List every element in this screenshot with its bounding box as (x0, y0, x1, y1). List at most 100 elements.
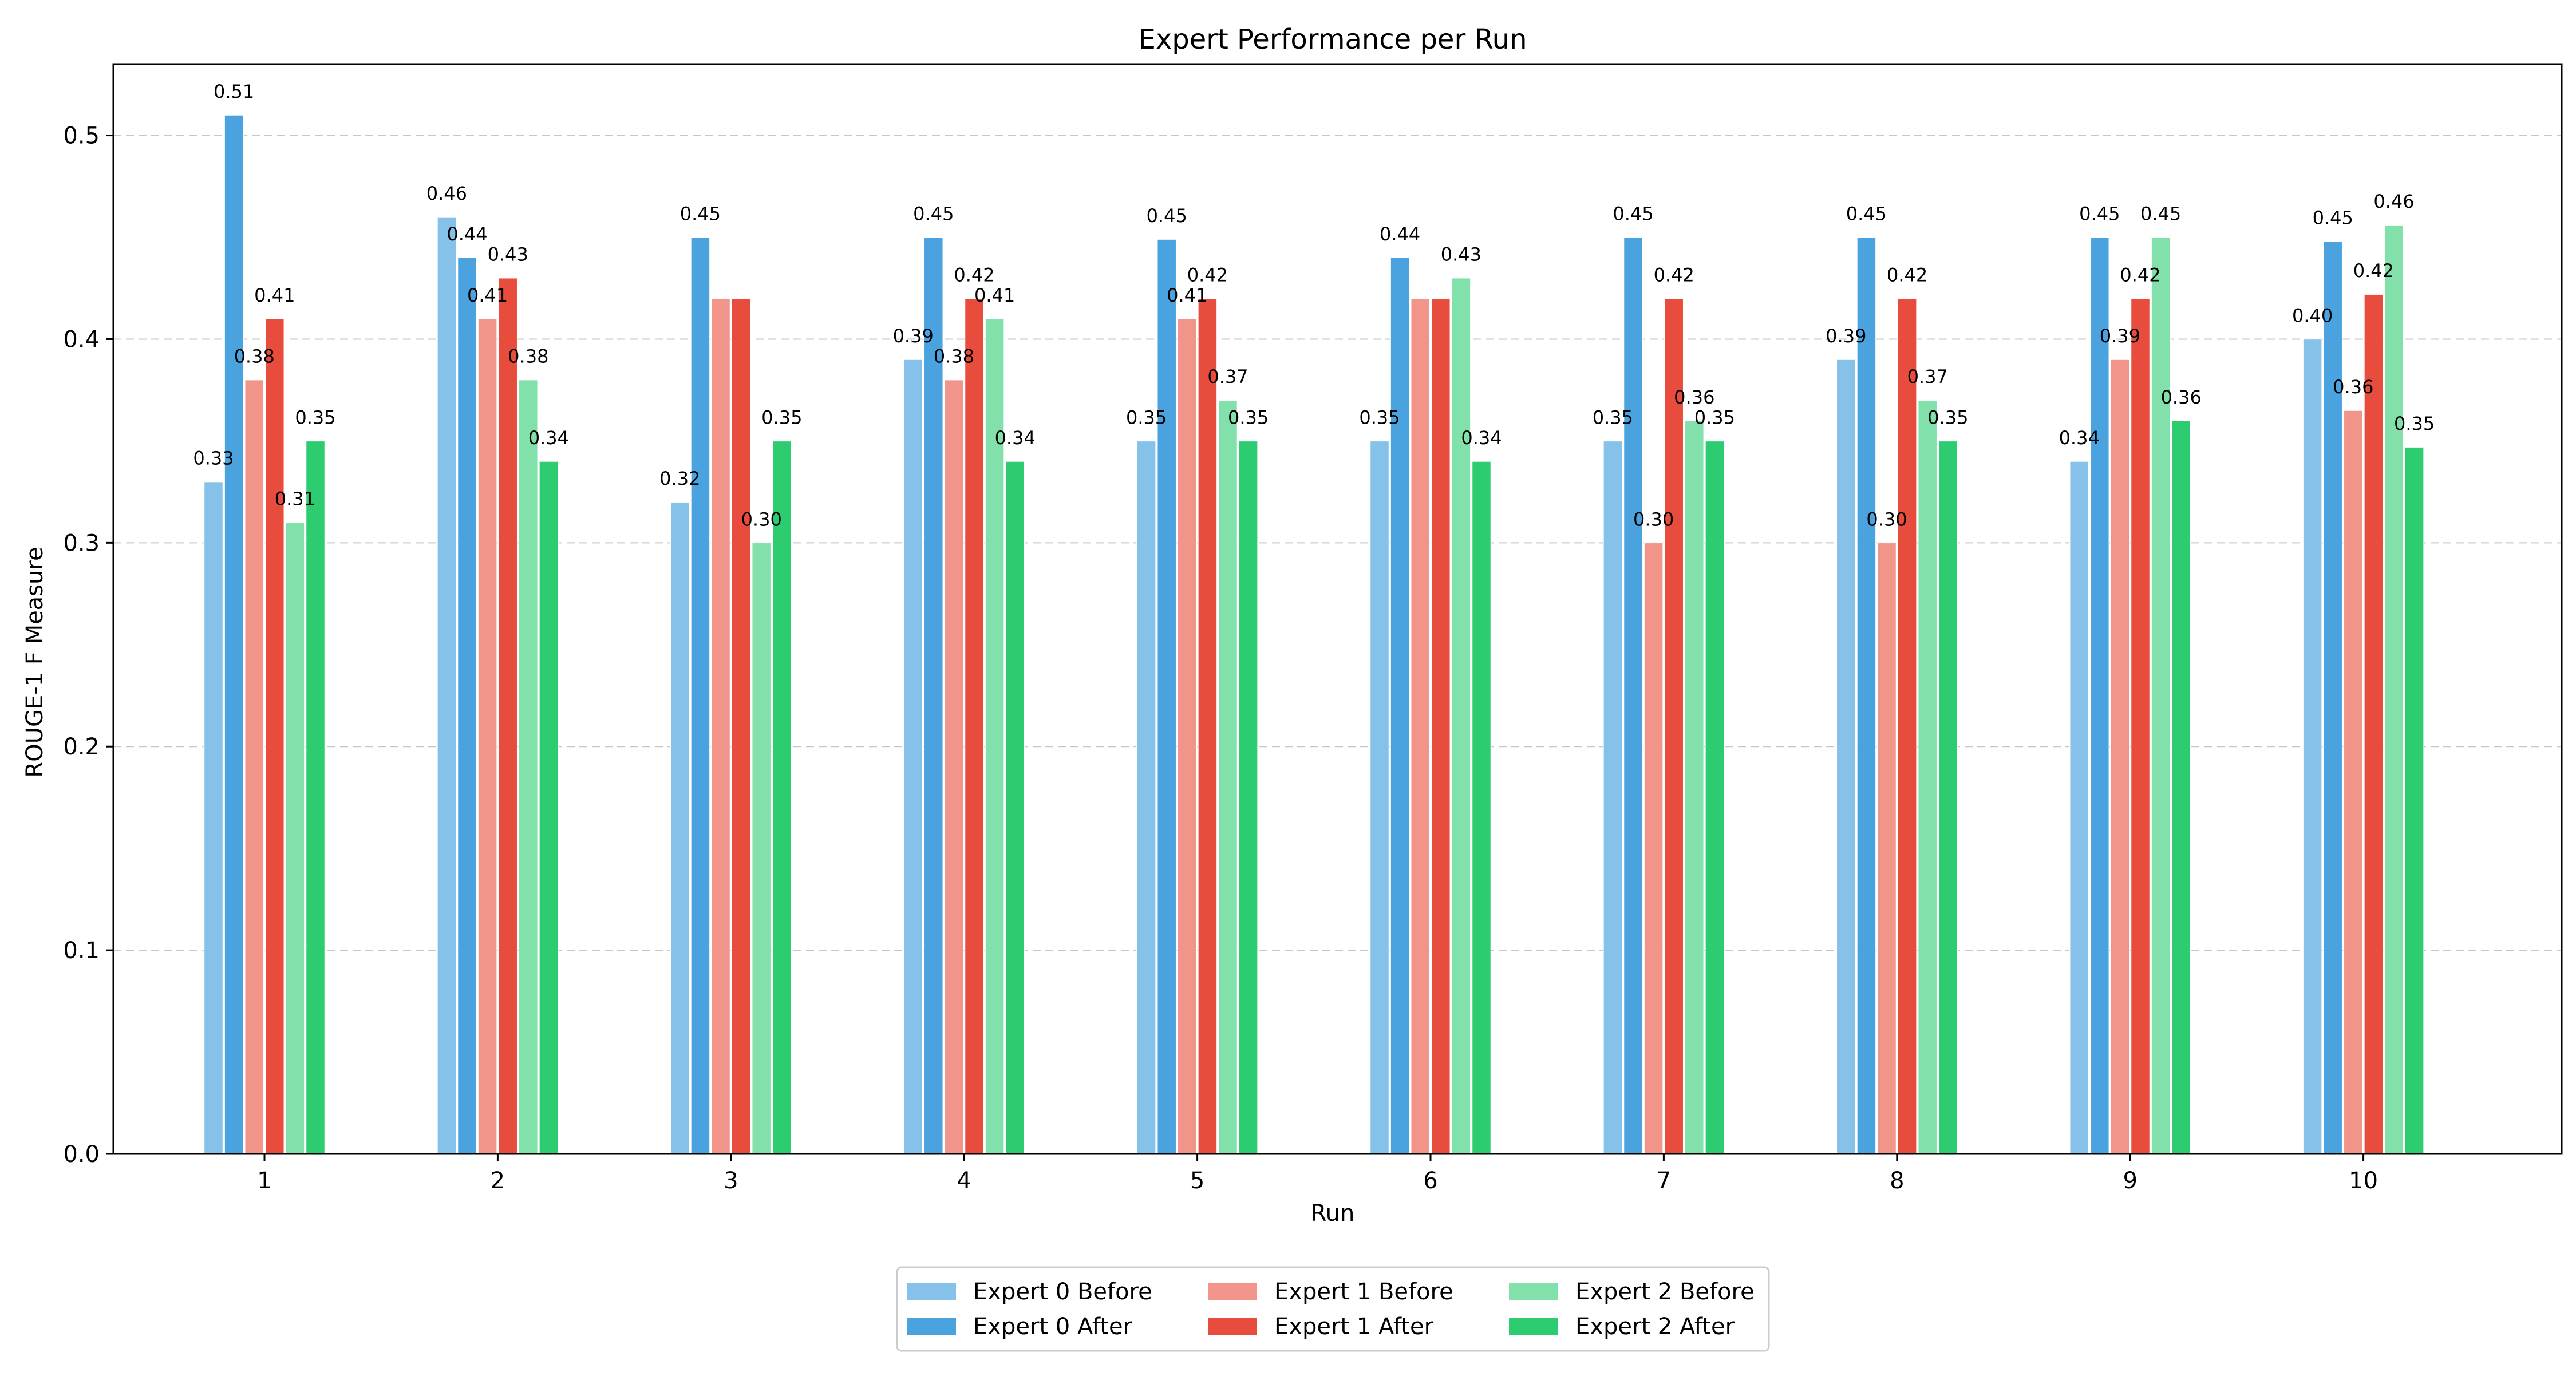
x-tick-label: 9 (2123, 1168, 2137, 1194)
bar-value-label: 0.51 (214, 81, 254, 102)
bar-expert-0-before-run-3 (670, 501, 690, 1154)
bar-value-label: 0.36 (1674, 386, 1714, 408)
bar-value-label: 0.35 (1228, 406, 1269, 428)
bar-value-label: 0.32 (659, 468, 700, 489)
bar-value-label: 0.31 (275, 488, 315, 510)
bar-expert-0-before-run-2 (437, 216, 457, 1154)
bar-expert-2-before-run-9 (2151, 236, 2171, 1154)
bar-expert-0-before-run-9 (2069, 461, 2089, 1154)
legend-swatch (907, 1283, 956, 1300)
bar-expert-2-before-run-7 (1684, 420, 1705, 1154)
bar-expert-2-before-run-6 (1451, 277, 1471, 1154)
x-tick-label: 10 (2349, 1168, 2378, 1194)
legend-swatch (1208, 1318, 1257, 1335)
bar-expert-1-after-run-9 (2130, 298, 2151, 1154)
bar-value-label: 0.34 (1461, 427, 1502, 449)
bar-value-label: 0.41 (254, 284, 295, 306)
bar-value-label: 0.44 (447, 223, 487, 245)
x-tick-label: 4 (957, 1168, 971, 1194)
bar-value-label: 0.35 (2394, 413, 2435, 434)
bar-expert-2-after-run-6 (1471, 461, 1492, 1154)
bar-expert-0-after-run-9 (2089, 236, 2110, 1154)
bar-expert-1-after-run-2 (497, 277, 518, 1154)
bar-value-label: 0.39 (1826, 325, 1866, 347)
bar-value-label: 0.42 (1654, 264, 1694, 286)
bar-expert-0-before-run-7 (1603, 440, 1623, 1154)
bar-expert-0-before-run-4 (903, 359, 923, 1154)
legend-label: Expert 0 After (973, 1314, 1133, 1340)
legend-label: Expert 1 Before (1274, 1279, 1453, 1305)
legend-label: Expert 2 Before (1575, 1279, 1755, 1305)
bar-value-label: 0.41 (467, 284, 508, 306)
bar-expert-1-after-run-5 (1198, 298, 1218, 1154)
bar-value-label: 0.37 (1207, 366, 1248, 388)
bar-expert-1-before-run-10 (2343, 410, 2364, 1154)
bar-expert-2-after-run-4 (1005, 461, 1025, 1154)
legend-swatch (1509, 1318, 1558, 1335)
bar-expert-2-before-run-8 (1917, 400, 1938, 1154)
bar-value-label: 0.39 (893, 325, 934, 347)
y-tick-label: 0.5 (63, 123, 100, 149)
y-axis-label: ROUGE-1 F Measure (22, 547, 48, 777)
bar-expert-1-before-run-2 (477, 318, 497, 1154)
bar-expert-0-after-run-3 (690, 236, 710, 1154)
bar-value-label: 0.41 (974, 284, 1015, 306)
bar-expert-0-before-run-8 (1836, 359, 1856, 1154)
bar-expert-2-after-run-10 (2404, 446, 2424, 1154)
bar-expert-1-after-run-4 (964, 298, 985, 1154)
bar-value-label: 0.42 (1887, 264, 1927, 286)
bar-value-label: 0.33 (193, 448, 234, 469)
bar-value-label: 0.41 (1167, 284, 1207, 306)
bar-value-label: 0.46 (2373, 191, 2414, 212)
bar-value-label: 0.30 (1633, 508, 1674, 530)
bar-expert-0-before-run-1 (203, 481, 224, 1154)
bar-expert-1-before-run-9 (2110, 359, 2130, 1154)
legend: Expert 0 Before Expert 0 After Expert 1 Be… (896, 1266, 1770, 1352)
bar-expert-2-after-run-7 (1705, 440, 1725, 1154)
x-tick-label: 5 (1190, 1168, 1204, 1194)
bar-expert-2-before-run-1 (285, 521, 305, 1154)
chart-title: Expert Performance per Run (1138, 23, 1527, 56)
legend-swatch (907, 1318, 956, 1335)
bar-expert-2-before-run-3 (751, 542, 772, 1154)
bar-expert-0-after-run-4 (923, 236, 944, 1154)
bar-expert-1-after-run-6 (1431, 298, 1451, 1154)
bar-value-label: 0.38 (234, 346, 275, 367)
bar-expert-1-before-run-1 (244, 379, 264, 1154)
x-axis-label: Run (1311, 1200, 1355, 1227)
value-labels: 0.33 0.51 0.38 0.41 0.31 0.35 0.46 0.44 0.41 0.43… (193, 81, 2435, 530)
bar-expert-2-before-run-5 (1218, 400, 1238, 1154)
bar-expert-1-after-run-7 (1664, 298, 1684, 1154)
bar-expert-0-before-run-6 (1369, 440, 1390, 1154)
legend-swatch (1208, 1283, 1257, 1300)
bar-expert-1-after-run-1 (264, 318, 285, 1154)
y-axis-ticks: 0.0 0.1 0.2 0.3 0.4 0.5 (63, 123, 113, 1168)
bar-expert-1-before-run-3 (710, 298, 731, 1154)
bar-expert-0-after-run-7 (1623, 236, 1643, 1154)
bar-value-label: 0.34 (528, 427, 569, 449)
bar-expert-2-after-run-1 (305, 440, 326, 1154)
bar-expert-0-after-run-8 (1856, 236, 1876, 1154)
bar-value-label: 0.36 (2333, 376, 2373, 398)
bar-expert-0-after-run-5 (1156, 239, 1177, 1154)
bar-expert-2-before-run-2 (518, 379, 539, 1154)
legend-label: Expert 2 After (1575, 1314, 1735, 1340)
bar-expert-2-after-run-2 (539, 461, 559, 1154)
y-tick-label: 0.3 (63, 530, 100, 556)
bar-expert-0-before-run-5 (1136, 440, 1156, 1154)
x-tick-label: 2 (491, 1168, 505, 1194)
bar-expert-0-after-run-2 (457, 257, 477, 1154)
bar-value-label: 0.30 (741, 508, 782, 530)
bar-expert-1-after-run-3 (731, 298, 751, 1154)
bar-value-label: 0.35 (1694, 406, 1735, 428)
bar-value-label: 0.38 (934, 346, 974, 367)
x-tick-label: 8 (1890, 1168, 1904, 1194)
bar-value-label: 0.42 (1187, 264, 1228, 286)
bar-expert-2-after-run-8 (1938, 440, 1958, 1154)
legend-label: Expert 0 Before (973, 1279, 1152, 1305)
bar-value-label: 0.35 (761, 406, 802, 428)
bar-value-label: 0.43 (1441, 244, 1481, 266)
y-tick-label: 0.4 (63, 326, 100, 353)
x-axis-ticks: 1 2 3 4 5 6 7 8 9 10 (257, 1154, 2378, 1194)
bar-value-label: 0.44 (1380, 223, 1420, 245)
